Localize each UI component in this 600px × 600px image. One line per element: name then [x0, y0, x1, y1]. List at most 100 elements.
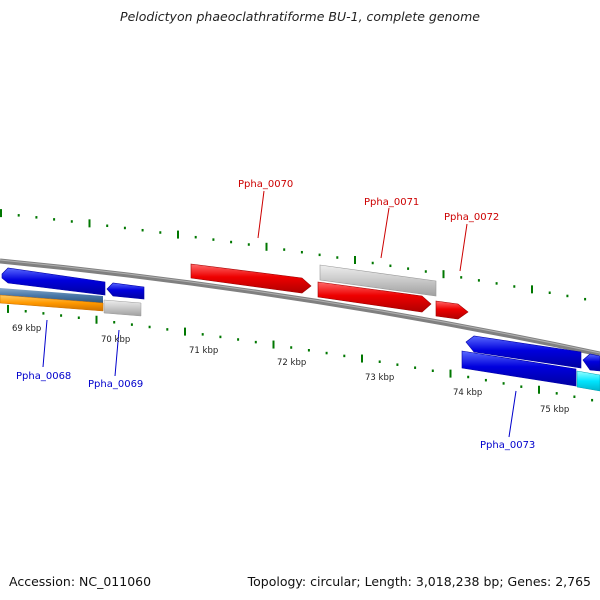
inner-ring-major-tick — [361, 354, 363, 363]
map-title: Pelodictyon phaeoclathratiforme BU-1, co… — [120, 9, 480, 24]
gene-ppha-0069-arrow[interactable] — [106, 282, 145, 300]
outer-ring-minor-tick — [123, 226, 126, 230]
gene-label-ppha-0070[interactable]: Ppha_0070 — [238, 179, 293, 190]
outer-ring-minor-tick — [318, 253, 321, 257]
outer-ring-minor-tick — [460, 276, 463, 279]
scale-label-75kbp: 75 kbp — [540, 405, 569, 415]
outer-ring-minor-tick — [389, 264, 392, 268]
outer-ring-major-tick — [0, 209, 2, 218]
callout-ppha-0073 — [508, 390, 517, 438]
outer-ring-major-tick — [531, 285, 533, 294]
gene-ppha-0071-arrow[interactable] — [317, 281, 432, 313]
inner-ring-minor-tick — [130, 323, 133, 326]
gene-reverse-lower[interactable] — [461, 350, 577, 387]
outer-ring-minor-tick — [194, 235, 197, 239]
gene-ppha-0072-arrow[interactable] — [435, 300, 469, 320]
inner-ring-minor-tick — [484, 378, 487, 382]
inner-ring-major-tick — [272, 340, 275, 349]
inner-ring-minor-tick — [166, 328, 169, 331]
gene-ppha-0073-arrow[interactable] — [465, 335, 582, 369]
outer-ring-major-tick — [265, 242, 268, 251]
inner-ring-minor-tick — [520, 385, 523, 388]
inner-ring-minor-tick — [502, 382, 505, 385]
gene-pseudo-grey-left[interactable] — [103, 299, 142, 317]
outer-ring-minor-tick — [70, 220, 73, 223]
gene-label-ppha-0072[interactable]: Ppha_0072 — [444, 212, 499, 223]
outer-ring-minor-tick — [283, 248, 286, 251]
outer-ring-minor-tick — [159, 231, 162, 234]
outer-ring-minor-tick — [548, 291, 551, 295]
outer-ring-minor-tick — [513, 285, 516, 288]
outer-ring-minor-tick — [53, 218, 56, 221]
gene-label-ppha-0071[interactable]: Ppha_0071 — [364, 197, 419, 208]
inner-ring-minor-tick — [254, 340, 257, 344]
outer-ring-minor-tick — [566, 294, 569, 298]
gene-rna-orange[interactable] — [0, 294, 104, 312]
gene-label-ppha-0073[interactable]: Ppha_0073 — [480, 440, 535, 451]
inner-ring-minor-tick — [414, 366, 417, 369]
inner-ring-minor-tick — [591, 398, 594, 402]
genome-backbone — [0, 258, 600, 357]
genome-summary: Topology: circular; Length: 3,018,238 bp… — [247, 574, 591, 589]
outer-ring-major-tick — [354, 255, 356, 264]
outer-ring-minor-tick — [371, 261, 374, 265]
inner-ring-major-tick — [538, 385, 540, 394]
inner-ring-minor-tick — [148, 325, 151, 329]
inner-ring-minor-tick — [343, 354, 346, 358]
inner-ring-major-tick — [449, 369, 452, 378]
inner-ring-minor-tick — [467, 375, 470, 379]
outer-ring-minor-tick — [424, 270, 427, 273]
scale-label-74kbp: 74 kbp — [453, 388, 482, 398]
inner-ring-minor-tick — [219, 335, 222, 339]
genome-backbone-highlight — [0, 259, 600, 354]
callout-ppha-0070 — [257, 190, 265, 239]
inner-ring-minor-tick — [290, 346, 293, 349]
outer-ring-minor-tick — [407, 267, 410, 270]
outer-ring-major-tick — [442, 270, 445, 279]
inner-ring-minor-tick — [325, 351, 328, 355]
inner-ring-minor-tick — [237, 338, 240, 341]
scale-label-70kbp: 70 kbp — [101, 335, 130, 345]
gene-other-cyan[interactable] — [576, 370, 600, 392]
inner-ring-minor-tick — [378, 360, 381, 363]
inner-ring-minor-tick — [201, 333, 204, 336]
inner-ring-minor-tick — [42, 312, 45, 315]
inner-ring-minor-tick — [555, 392, 558, 395]
scale-label-71kbp: 71 kbp — [189, 346, 218, 356]
inner-ring-major-tick — [184, 327, 186, 336]
scale-label-73kbp: 73 kbp — [365, 373, 394, 383]
gene-next-reverse-arrow[interactable] — [582, 353, 600, 372]
outer-ring-minor-tick — [477, 279, 480, 282]
gene-ppha-0068-arrow[interactable] — [1, 267, 106, 296]
callout-ppha-0072 — [459, 223, 468, 272]
outer-ring-minor-tick — [35, 216, 38, 219]
gene-ppha-0070-arrow[interactable] — [190, 263, 312, 294]
inner-ring-major-tick — [95, 315, 98, 324]
outer-ring-minor-tick — [230, 240, 233, 244]
outer-ring-major-tick — [177, 230, 179, 239]
callout-ppha-0071 — [380, 207, 390, 259]
outer-ring-minor-tick — [17, 214, 20, 217]
inner-ring-minor-tick — [113, 321, 116, 324]
inner-ring-minor-tick — [60, 314, 63, 317]
outer-ring-minor-tick — [212, 238, 215, 241]
scale-label-69kbp: 69 kbp — [12, 324, 41, 334]
inner-ring-minor-tick — [307, 349, 310, 352]
outer-ring-major-tick — [88, 219, 91, 228]
outer-ring-minor-tick — [141, 228, 144, 232]
scale-label-72kbp: 72 kbp — [277, 358, 306, 368]
outer-ring-minor-tick — [495, 282, 498, 285]
outer-ring-minor-tick — [336, 256, 339, 259]
outer-tick-ring — [0, 209, 587, 301]
outer-ring-minor-tick — [584, 297, 587, 301]
gene-ppha-0071-pseudo[interactable] — [319, 264, 437, 297]
gene-callouts — [42, 190, 517, 438]
gene-label-ppha-0069[interactable]: Ppha_0069 — [88, 379, 143, 390]
outer-ring-minor-tick — [300, 250, 303, 254]
inner-ring-minor-tick — [24, 310, 27, 313]
gene-rna-segment[interactable] — [0, 288, 103, 303]
gene-label-ppha-0068[interactable]: Ppha_0068 — [16, 371, 71, 382]
accession-label: Accession: NC_011060 — [9, 574, 152, 589]
